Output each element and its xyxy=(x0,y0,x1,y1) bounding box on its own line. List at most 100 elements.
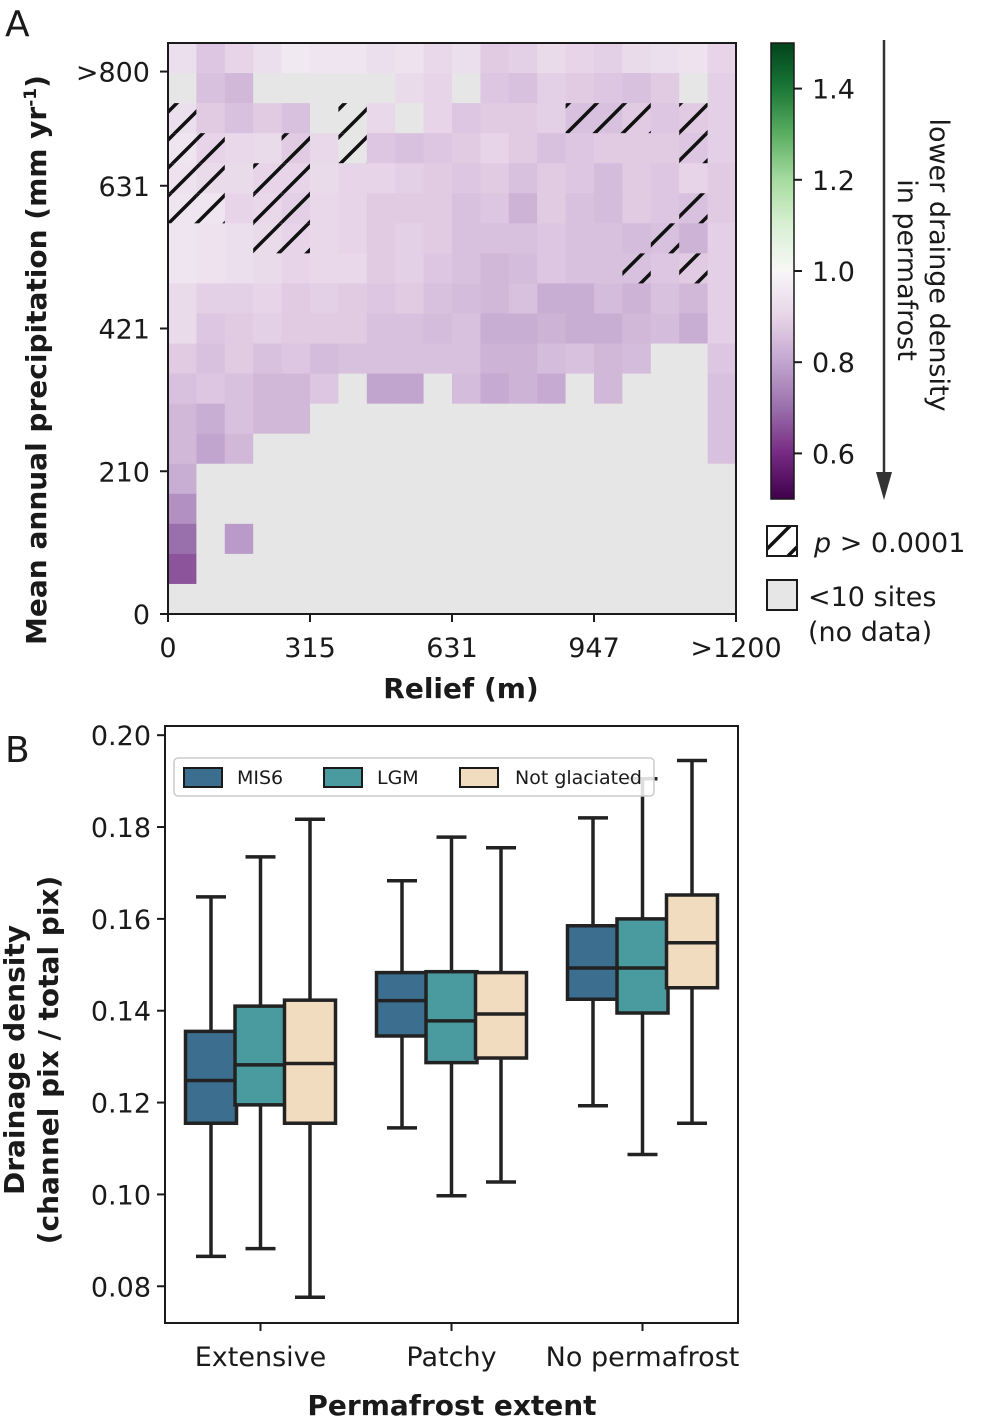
legend-not-glaciated-label: Not glaciated xyxy=(515,767,642,789)
boxplot-y-tick-label: 0.10 xyxy=(91,1180,151,1211)
heatmap-cell-nodata xyxy=(310,403,339,435)
heatmap-cell xyxy=(594,223,623,254)
heatmap-cell-nodata xyxy=(650,463,680,495)
heatmap-cell-nodata xyxy=(452,403,481,435)
heatmap-cell xyxy=(452,283,481,314)
box-iqr xyxy=(424,969,479,1065)
heatmap-cell xyxy=(508,103,538,134)
heatmap-cell-nodata xyxy=(196,493,226,525)
heatmap-cell xyxy=(168,313,197,345)
heatmap-cell xyxy=(622,223,652,254)
heatmap-cell xyxy=(707,103,737,134)
heatmap-cell-nodata xyxy=(452,523,481,555)
heatmap-cell-nodata xyxy=(310,73,339,104)
heatmap-cell-nodata xyxy=(480,523,510,555)
heatmap-cell-nodata xyxy=(650,403,680,435)
heatmap-cell xyxy=(281,403,311,435)
box-iqr xyxy=(565,924,621,1001)
heatmap-cell xyxy=(253,253,283,284)
heatmap-hatched-cell xyxy=(338,133,367,164)
heatmap-cell xyxy=(310,223,339,254)
heatmap-cell xyxy=(537,283,567,314)
heatmap-x-tick-label: 947 xyxy=(568,633,620,664)
heatmap-cell xyxy=(224,433,254,465)
heatmap-cell-nodata xyxy=(452,583,481,615)
heatmap-cell-nodata xyxy=(565,583,595,615)
colorbar-tick-label: 1.0 xyxy=(812,257,855,288)
heatmap-cell xyxy=(594,373,623,405)
heatmap-cell-nodata xyxy=(366,493,396,525)
heatmap-cell xyxy=(480,283,510,314)
heatmap-y-tick-label: 0 xyxy=(133,600,150,631)
heatmap-cell-nodata xyxy=(480,583,510,615)
heatmap-cell xyxy=(480,163,510,194)
heatmap-cell-nodata xyxy=(594,523,623,555)
heatmap-cell-nodata xyxy=(508,433,538,465)
heatmap-cell xyxy=(310,193,339,224)
heatmap-cell xyxy=(366,253,396,284)
heatmap-cell-nodata xyxy=(537,433,567,465)
heatmap-cell xyxy=(707,73,737,104)
heatmap-hatched-cell xyxy=(338,103,367,134)
heatmap-cell-nodata xyxy=(565,463,595,495)
legend-nodata-swatch xyxy=(766,579,798,611)
heatmap-cell-nodata xyxy=(537,553,567,585)
heatmap-cell xyxy=(480,223,510,254)
heatmap-cell xyxy=(622,343,652,375)
heatmap-cell xyxy=(395,43,425,74)
heatmap-cell-nodata xyxy=(338,463,368,495)
heatmap-cell xyxy=(253,373,283,405)
heatmap-cell xyxy=(196,103,226,134)
heatmap-cell xyxy=(366,43,396,74)
heatmap-cell-nodata xyxy=(650,343,680,375)
heatmap-cell-nodata xyxy=(366,523,396,555)
heatmap-cell xyxy=(395,343,425,375)
heatmap-cell-nodata xyxy=(196,583,226,615)
heatmap-cell-nodata xyxy=(423,403,453,435)
heatmap-cell xyxy=(168,403,197,435)
heatmap-cell-nodata xyxy=(480,403,510,435)
heatmap-cell xyxy=(679,283,709,314)
heatmap-cell xyxy=(168,43,197,74)
heatmap-hatched-cell xyxy=(281,163,310,194)
arrow-down-icon xyxy=(876,472,892,500)
boxplot-x-ticks: Extensive Patchy No permafrost xyxy=(195,1323,739,1373)
heatmap-cell-nodata xyxy=(508,523,538,555)
heatmap-y-ticks: 0 210 421 631 >800 xyxy=(76,58,168,631)
heatmap-y-label-main: Mean annual precipitation (mm yr xyxy=(20,107,53,645)
heatmap-cell xyxy=(395,373,425,405)
heatmap-cell-nodata xyxy=(196,553,226,585)
heatmap-cell xyxy=(537,133,567,164)
heatmap-cell xyxy=(707,343,737,375)
heatmap-cell-nodata xyxy=(508,553,538,585)
heatmap-cell xyxy=(168,493,197,525)
heatmap-cell-nodata xyxy=(565,493,595,525)
heatmap-cell-nodata xyxy=(452,553,481,585)
heatmap-cell xyxy=(452,193,481,224)
heatmap-cell-nodata xyxy=(310,493,339,525)
heatmap-cell xyxy=(679,43,709,74)
boxplot-y-tick-label: 0.14 xyxy=(91,997,151,1028)
heatmap-cell-nodata xyxy=(679,463,709,495)
heatmap-cell-nodata xyxy=(480,433,510,465)
heatmap-cell xyxy=(253,43,283,74)
heatmap-cell xyxy=(679,313,709,345)
heatmap-cell-nodata xyxy=(650,433,680,465)
heatmap-cell xyxy=(594,283,623,314)
legend-nodata-label-line1: <10 sites xyxy=(808,582,936,613)
heatmap-cell xyxy=(196,433,226,465)
heatmap-cell xyxy=(594,313,623,345)
heatmap-cell-nodata xyxy=(622,493,652,525)
heatmap-cell-nodata xyxy=(622,433,652,465)
heatmap-cell xyxy=(565,73,595,104)
heatmap-cell xyxy=(310,163,339,194)
heatmap-cell-nodata xyxy=(253,73,283,104)
legend-nodata-label-line2: (no data) xyxy=(808,617,932,648)
heatmap-cell xyxy=(281,313,311,345)
heatmap-cell xyxy=(508,253,538,284)
heatmap-cell xyxy=(707,223,737,254)
heatmap-cell xyxy=(537,43,567,74)
heatmap-cell-nodata xyxy=(594,583,623,615)
heatmap-cell xyxy=(508,343,538,375)
heatmap-cell xyxy=(224,43,254,74)
